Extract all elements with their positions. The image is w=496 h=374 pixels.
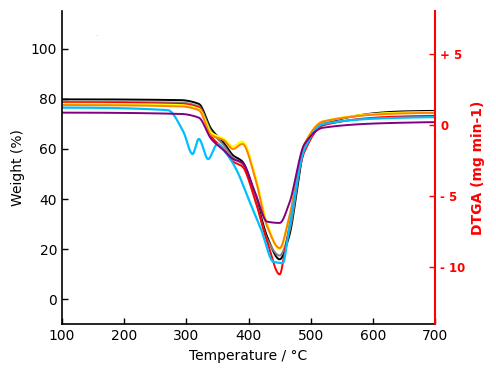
X-axis label: Temperature / °C: Temperature / °C: [189, 349, 308, 363]
Text: ·: ·: [96, 32, 98, 41]
Y-axis label: DTGA (mg min-1): DTGA (mg min-1): [471, 101, 485, 235]
Y-axis label: Weight (%): Weight (%): [11, 129, 25, 206]
